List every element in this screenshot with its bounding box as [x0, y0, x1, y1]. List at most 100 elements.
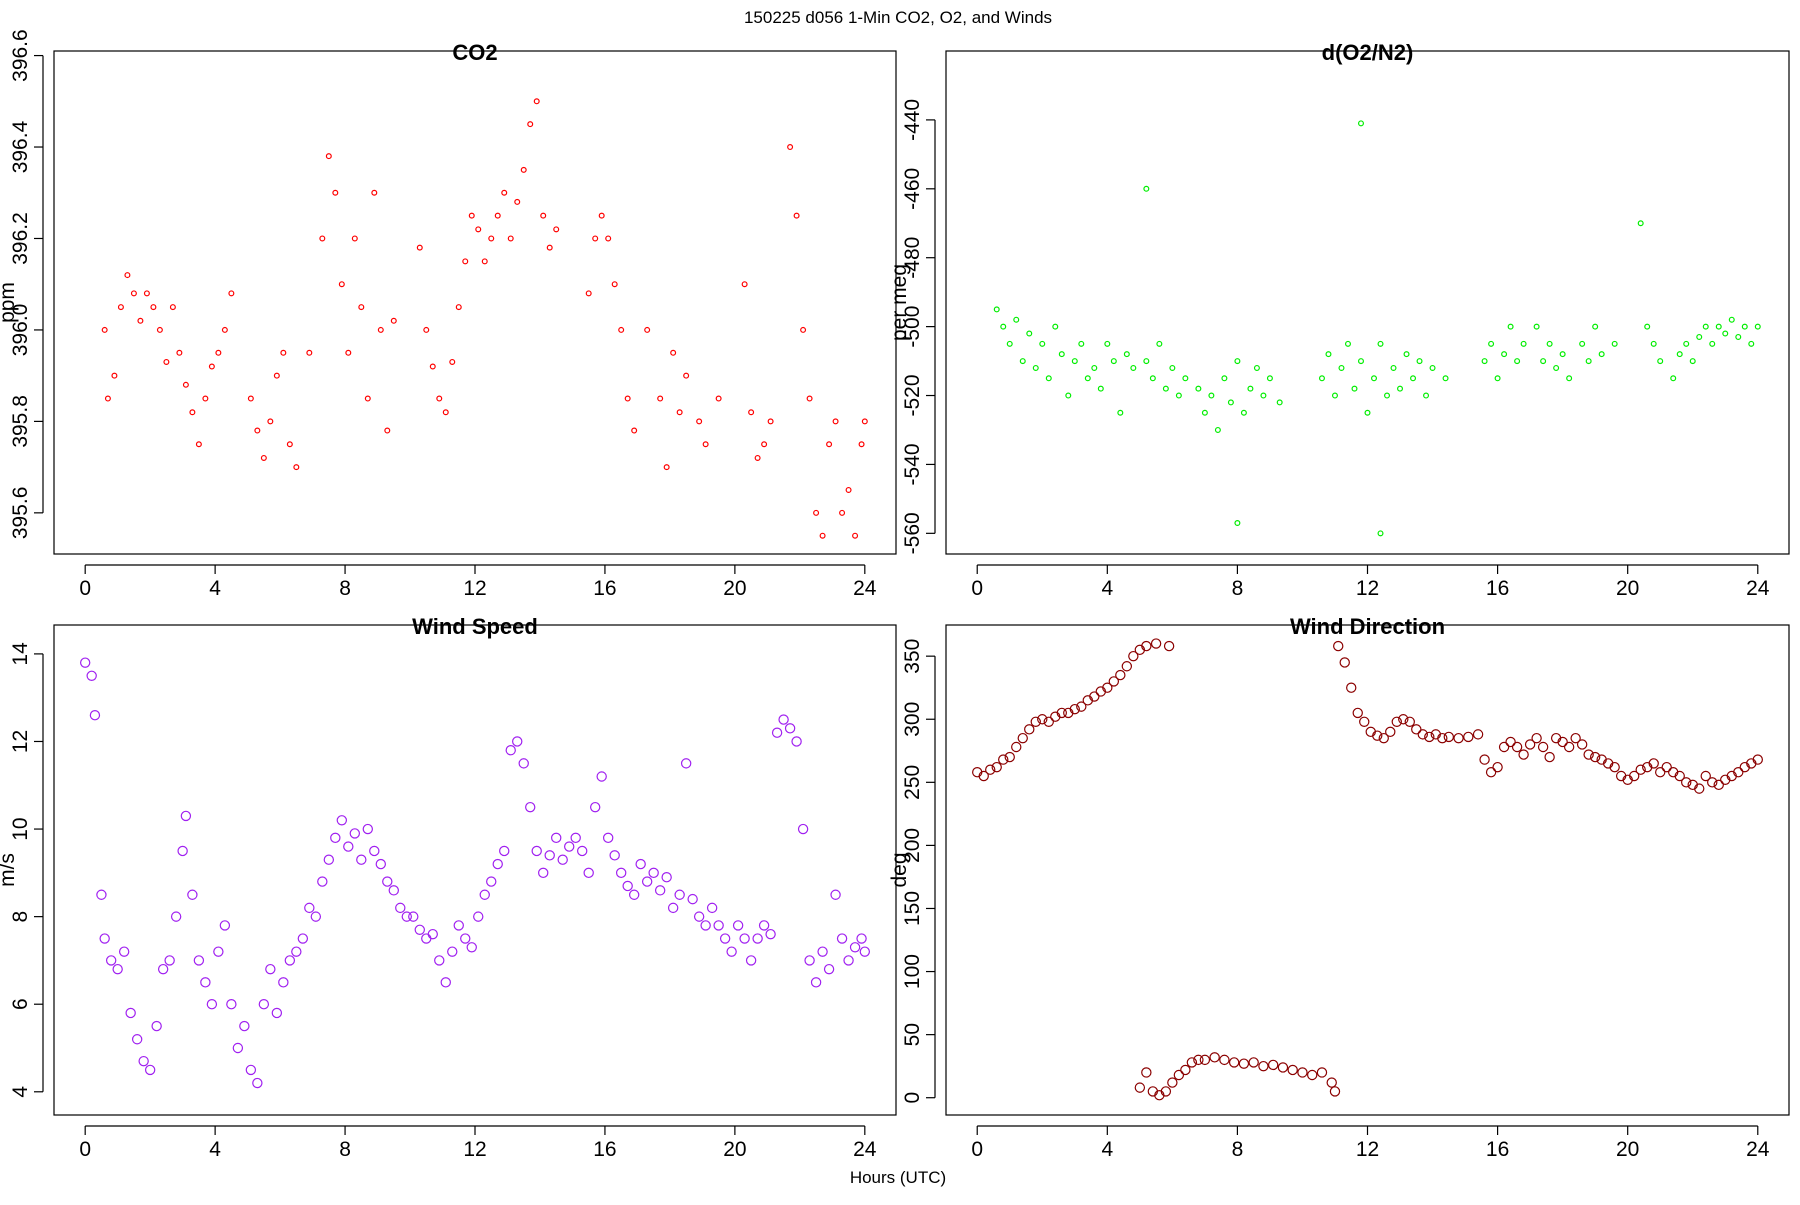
data-point — [180, 810, 192, 822]
x-tick-label: 8 — [339, 577, 351, 600]
x-tick-label: 8 — [1232, 1138, 1244, 1161]
data-point — [169, 304, 176, 311]
data-point — [156, 326, 163, 333]
data-point — [1276, 399, 1283, 406]
data-point — [144, 1064, 156, 1076]
data-point — [96, 889, 107, 900]
data-point — [1352, 707, 1363, 719]
data-point — [1150, 638, 1162, 649]
data-point — [644, 326, 651, 333]
data-point — [317, 876, 328, 887]
data-point — [79, 657, 91, 668]
data-point — [631, 427, 638, 434]
data-point — [1167, 1077, 1178, 1088]
data-point — [1635, 764, 1646, 775]
data-point — [377, 326, 384, 333]
data-point — [447, 946, 458, 957]
data-point — [1609, 761, 1620, 773]
data-point — [215, 349, 222, 356]
data-point — [1741, 323, 1748, 330]
data-point — [791, 736, 802, 747]
data-point — [752, 933, 763, 944]
x-tick-label: 24 — [853, 1138, 877, 1161]
data-point — [1169, 364, 1176, 371]
data-point — [345, 349, 352, 356]
data-point — [1201, 409, 1208, 416]
data-point — [332, 189, 339, 196]
data-point — [505, 745, 516, 756]
data-point — [1130, 364, 1137, 371]
data-point — [1143, 358, 1150, 365]
data-point — [384, 427, 391, 434]
data-point — [1494, 375, 1501, 382]
data-point — [1214, 426, 1221, 433]
data-point — [732, 920, 744, 931]
x-tick-label: 16 — [593, 577, 616, 600]
data-point — [1248, 1057, 1259, 1068]
panel-title: Wind Direction — [1290, 614, 1445, 639]
data-point — [628, 889, 640, 900]
data-point — [434, 955, 445, 966]
x-axis-label: Hours (UTC) — [850, 1168, 946, 1187]
data-point — [1752, 754, 1763, 765]
data-point — [661, 872, 672, 883]
data-point — [512, 736, 523, 747]
data-point — [564, 841, 575, 852]
y-tick-label: -460 — [901, 168, 924, 210]
data-point — [1221, 375, 1228, 382]
y-tick-label: 396.2 — [9, 212, 32, 265]
data-point — [1344, 340, 1351, 347]
data-point — [1748, 340, 1755, 347]
x-tick-label: 4 — [1101, 1138, 1113, 1161]
data-point — [408, 911, 419, 922]
data-point — [1076, 701, 1087, 712]
data-point — [436, 395, 443, 402]
data-point — [112, 963, 123, 975]
data-point — [771, 727, 783, 738]
y-tick-label: 14 — [9, 642, 32, 666]
y-tick-label: 350 — [901, 639, 924, 674]
x-tick-label: 12 — [463, 1138, 486, 1161]
data-point — [993, 306, 1000, 313]
data-point — [1108, 676, 1120, 687]
data-point — [1507, 323, 1514, 330]
data-point — [1186, 1057, 1198, 1068]
plot-frame — [53, 50, 897, 555]
data-point — [479, 889, 490, 900]
data-point — [1091, 364, 1098, 371]
data-point — [1037, 714, 1048, 725]
data-point — [861, 418, 868, 425]
data-point — [371, 189, 378, 196]
data-point — [518, 758, 529, 769]
plot-frame — [53, 624, 897, 1116]
data-point — [1524, 739, 1536, 750]
data-point — [585, 290, 592, 297]
data-point — [1149, 375, 1156, 382]
data-point — [1637, 220, 1644, 227]
data-point — [544, 850, 555, 861]
data-point — [1650, 340, 1657, 347]
data-point — [1709, 340, 1716, 347]
data-point — [1598, 351, 1605, 358]
panel: Wind Speed m/s 0 4 8 12 16 20 24 4 6 8 10 12 14 — [0, 614, 897, 1161]
data-point — [254, 427, 261, 434]
data-point — [1463, 731, 1474, 743]
data-point — [1115, 669, 1126, 681]
data-point — [1056, 707, 1067, 719]
x-tick-label: 4 — [209, 1138, 221, 1161]
data-point — [1479, 754, 1490, 765]
data-point — [195, 441, 202, 448]
data-point — [663, 464, 670, 471]
data-point — [531, 845, 542, 857]
data-point — [1071, 358, 1078, 365]
y-tick-label: 396.6 — [9, 29, 32, 82]
data-point — [1258, 1060, 1269, 1072]
data-point — [1364, 409, 1371, 416]
data-point — [748, 409, 755, 416]
data-point — [1316, 1067, 1328, 1078]
data-point — [1391, 716, 1402, 727]
data-point — [1424, 731, 1435, 743]
y-axis-label: per meg — [888, 264, 911, 341]
data-point — [1234, 519, 1241, 526]
